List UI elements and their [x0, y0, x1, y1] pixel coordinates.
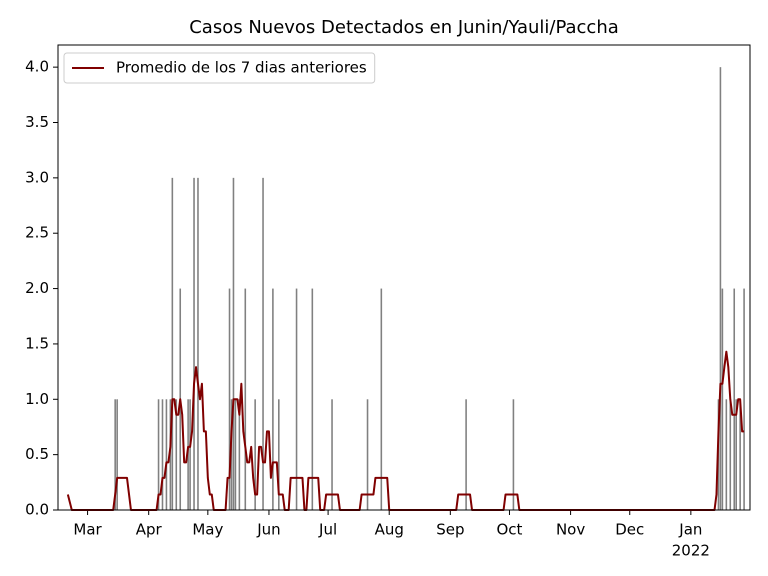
legend-box: [63, 52, 376, 84]
y-tick-label: 2.0: [25, 279, 49, 297]
bar: [380, 288, 383, 510]
plot-frame: [57, 44, 751, 511]
bar: [331, 399, 333, 510]
y-tick-label: 1.5: [25, 334, 49, 352]
bar: [295, 288, 298, 510]
y-tick-label: 0.0: [25, 501, 49, 519]
bar: [725, 399, 728, 510]
bar: [733, 288, 736, 510]
bar: [171, 177, 174, 510]
bar: [743, 288, 745, 510]
x-tick-label: Aug: [375, 521, 404, 539]
x-tick-label: Jan: [678, 521, 702, 539]
x-tick-label: Mar: [73, 521, 102, 539]
bar: [244, 288, 247, 510]
bar: [114, 399, 116, 510]
bar: [735, 399, 737, 510]
y-tick-label: 3.0: [25, 168, 49, 186]
bar: [197, 177, 199, 510]
bar: [512, 399, 515, 510]
x-tick-label: Jun: [256, 521, 280, 539]
bar: [262, 177, 264, 510]
x-year-label: 2022: [672, 542, 710, 560]
x-tick-label: May: [192, 521, 223, 539]
x-tick-label: Jul: [318, 521, 337, 539]
bar: [232, 177, 235, 510]
chart-title: Casos Nuevos Detectados en Junin/Yauli/P…: [189, 17, 619, 38]
bar: [228, 288, 231, 510]
x-tick-label: Apr: [136, 521, 163, 539]
bar: [254, 399, 256, 510]
y-tick-label: 0.5: [25, 445, 49, 463]
bar: [272, 288, 274, 510]
bar: [465, 399, 467, 510]
bar: [161, 399, 164, 510]
bar: [729, 399, 732, 510]
bar: [234, 399, 237, 510]
legend: Promedio de los 7 dias anteriores: [63, 52, 376, 84]
legend-label: Promedio de los 7 dias anteriores: [116, 59, 367, 77]
bar: [189, 399, 191, 510]
x-tick-label: Dec: [615, 521, 644, 539]
x-tick-label: Sep: [436, 521, 464, 539]
y-tick-label: 4.0: [25, 58, 49, 76]
bar: [366, 399, 369, 510]
bar: [116, 399, 118, 510]
bar: [157, 399, 160, 510]
y-tick-label: 1.0: [25, 390, 49, 408]
bar: [278, 399, 280, 510]
bar: [721, 288, 724, 510]
bar: [719, 67, 722, 511]
bar: [238, 399, 241, 510]
y-tick-label: 2.5: [25, 224, 49, 242]
x-tick-label: Oct: [497, 521, 523, 539]
line-series: [66, 350, 745, 511]
bar: [175, 399, 178, 510]
y-tick-label: 3.5: [25, 113, 49, 131]
bar: [739, 399, 741, 510]
bar: [311, 288, 314, 510]
x-tick-label: Nov: [556, 521, 585, 539]
bar: [193, 177, 195, 510]
bar: [165, 399, 168, 510]
